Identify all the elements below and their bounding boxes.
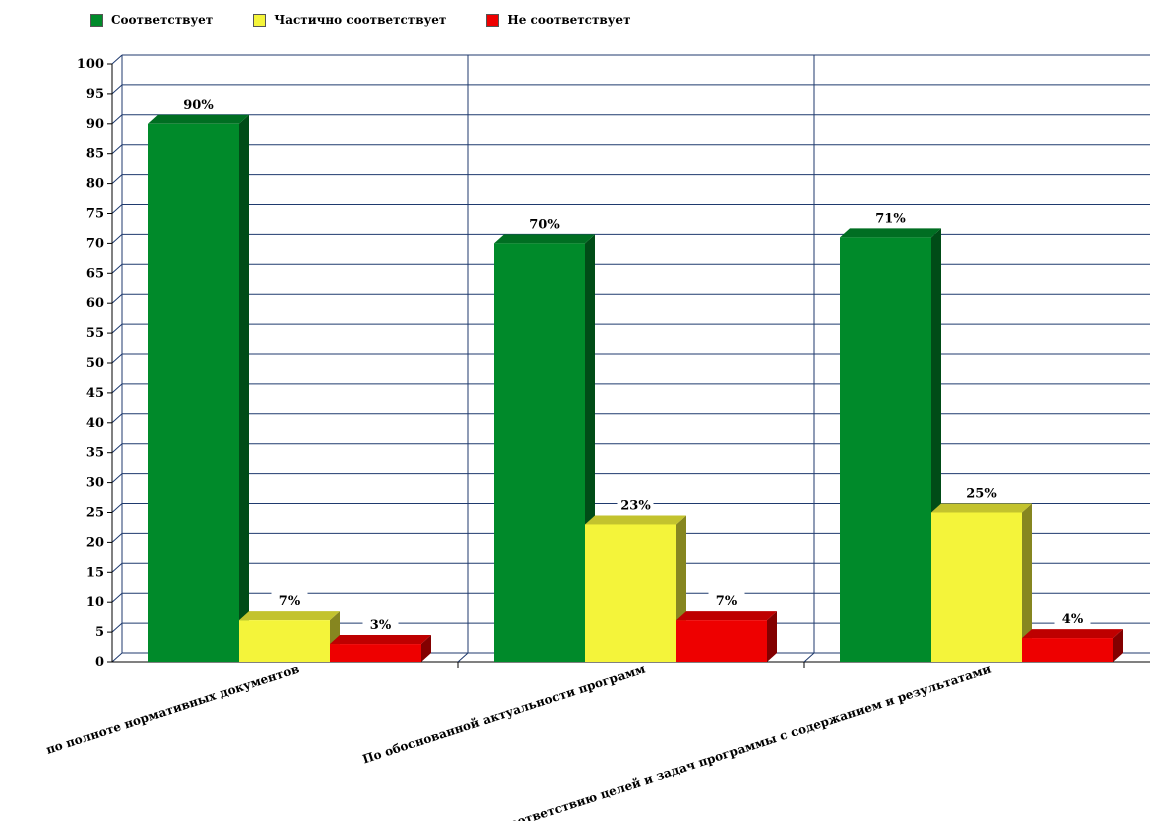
grid-side-20 xyxy=(112,55,122,64)
y-tick-label-8: 40 xyxy=(86,416,104,431)
grid-side-18 xyxy=(112,115,122,124)
y-tick-label-11: 55 xyxy=(86,326,104,341)
y-tick-label-19: 95 xyxy=(86,87,104,102)
y-tick-label-9: 45 xyxy=(86,386,104,401)
bar-top-s3-c1 xyxy=(330,635,431,644)
bar-s2-c3 xyxy=(931,513,1022,663)
grid-side-10 xyxy=(112,354,122,363)
grid-side-9 xyxy=(112,384,122,393)
x-tick-label-2: По обоснованной актуальности программ xyxy=(361,661,648,766)
bar-top-s1-c1 xyxy=(148,115,249,124)
bar-top-s2-c2 xyxy=(585,515,686,524)
bar-top-s3-c3 xyxy=(1022,629,1123,638)
bar-s3-c3 xyxy=(1022,638,1113,662)
y-tick-label-0: 0 xyxy=(95,655,104,670)
data-label-s3-c1: 3% xyxy=(370,618,392,633)
bar-top-s3-c2 xyxy=(676,611,777,620)
bar-s2-c1 xyxy=(239,620,330,662)
data-label-s1-c1: 90% xyxy=(183,98,214,113)
y-tick-label-18: 90 xyxy=(86,117,104,132)
data-label-s1-c2: 70% xyxy=(529,217,560,232)
grid-side-12 xyxy=(112,294,122,303)
bar-s2-c2 xyxy=(585,524,676,662)
grid-side-8 xyxy=(112,414,122,423)
category-separator-floor-2 xyxy=(804,653,814,662)
y-tick-label-16: 80 xyxy=(86,177,104,192)
grid-side-19 xyxy=(112,85,122,94)
grid-side-7 xyxy=(112,444,122,453)
bar-side-s1-c1 xyxy=(239,115,249,662)
y-tick-label-1: 5 xyxy=(95,625,104,640)
grid-side-15 xyxy=(112,205,122,214)
data-label-s2-c2: 23% xyxy=(620,498,651,513)
bar-top-s1-c3 xyxy=(840,228,941,237)
grid-side-11 xyxy=(112,324,122,333)
bar-top-s1-c2 xyxy=(494,234,595,243)
grid-side-16 xyxy=(112,175,122,184)
bar-top-s2-c3 xyxy=(931,504,1032,513)
y-tick-label-6: 30 xyxy=(86,476,104,491)
grid-side-17 xyxy=(112,145,122,154)
data-label-s3-c3: 4% xyxy=(1062,612,1084,627)
grid-side-5 xyxy=(112,504,122,513)
grid-side-14 xyxy=(112,234,122,243)
bar-s3-c1 xyxy=(330,644,421,662)
grid-side-4 xyxy=(112,533,122,542)
bar-s1-c3 xyxy=(840,237,931,662)
data-label-s2-c1: 7% xyxy=(279,594,301,609)
data-label-s3-c2: 7% xyxy=(716,594,738,609)
y-tick-label-17: 85 xyxy=(86,147,104,162)
y-tick-label-7: 35 xyxy=(86,446,104,461)
bar-s1-c2 xyxy=(494,243,585,662)
grid-side-0 xyxy=(112,653,122,662)
category-separator-floor-1 xyxy=(458,653,468,662)
grid-side-6 xyxy=(112,474,122,483)
y-tick-label-12: 60 xyxy=(86,296,104,311)
data-label-s1-c3: 71% xyxy=(875,211,906,226)
y-tick-label-2: 10 xyxy=(86,595,104,610)
y-tick-label-14: 70 xyxy=(86,236,104,251)
grid-side-3 xyxy=(112,563,122,572)
bar-s1-c1 xyxy=(148,124,239,662)
y-tick-label-10: 50 xyxy=(86,356,104,371)
x-tick-label-1: по полноте нормативных документов xyxy=(44,662,301,757)
grid-side-1 xyxy=(112,623,122,632)
y-tick-label-3: 15 xyxy=(86,565,104,580)
grid-side-2 xyxy=(112,593,122,602)
grid-side-13 xyxy=(112,264,122,273)
y-tick-label-20: 100 xyxy=(77,57,104,72)
y-tick-label-13: 65 xyxy=(86,266,104,281)
bar-s3-c2 xyxy=(676,620,767,662)
y-tick-label-15: 75 xyxy=(86,207,104,222)
y-tick-label-5: 25 xyxy=(86,506,104,521)
y-tick-label-4: 20 xyxy=(86,535,104,550)
data-label-s2-c3: 25% xyxy=(966,487,997,502)
bar-top-s2-c1 xyxy=(239,611,340,620)
